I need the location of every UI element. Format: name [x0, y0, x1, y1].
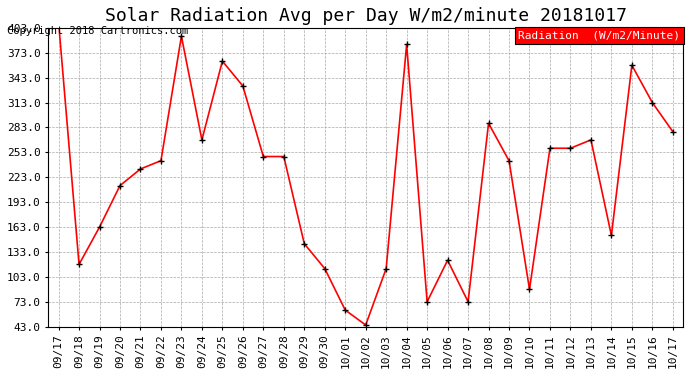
Text: Radiation  (W/m2/Minute): Radiation (W/m2/Minute): [518, 31, 680, 40]
Title: Solar Radiation Avg per Day W/m2/minute 20181017: Solar Radiation Avg per Day W/m2/minute …: [105, 7, 627, 25]
Text: Copyright 2018 Cartronics.com: Copyright 2018 Cartronics.com: [7, 26, 188, 36]
